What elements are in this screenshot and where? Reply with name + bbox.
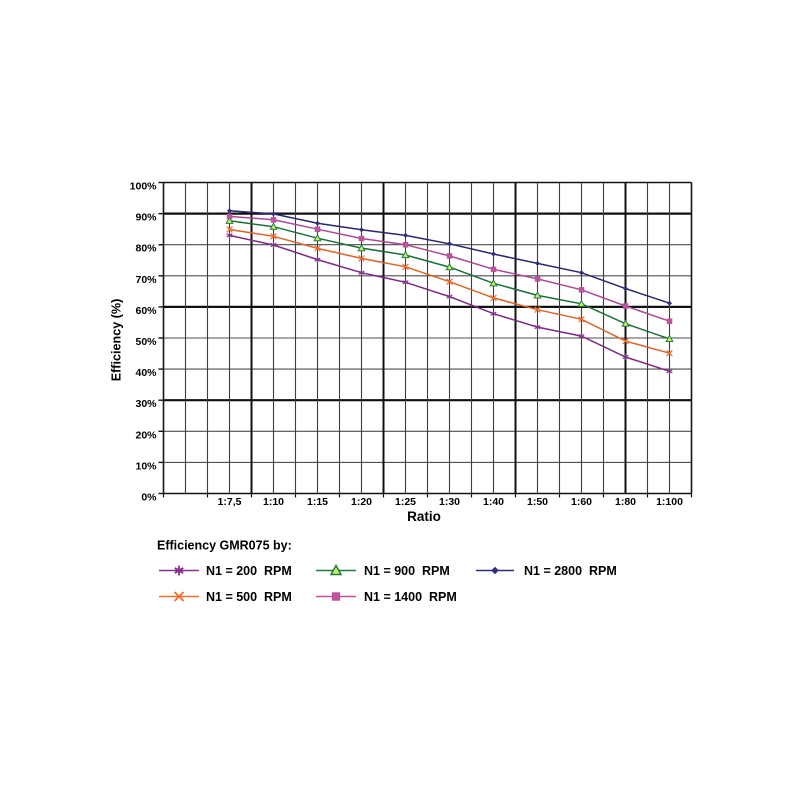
svg-text:N1 = 200 RPM: N1 = 200 RPM — [206, 564, 292, 578]
svg-text:1:80: 1:80 — [615, 496, 636, 508]
svg-text:100%: 100% — [130, 181, 158, 193]
svg-text:N1 = 1400 RPM: N1 = 1400 RPM — [364, 590, 457, 604]
svg-text:N1 = 2800 RPM: N1 = 2800 RPM — [524, 564, 617, 578]
svg-text:1:100: 1:100 — [656, 496, 683, 508]
svg-text:20%: 20% — [135, 429, 157, 441]
svg-text:N1 = 500 RPM: N1 = 500 RPM — [206, 590, 292, 604]
svg-text:1:15: 1:15 — [307, 496, 328, 508]
svg-text:1:25: 1:25 — [395, 496, 416, 508]
svg-text:80%: 80% — [135, 243, 157, 255]
svg-text:1:30: 1:30 — [439, 496, 460, 508]
svg-text:1:40: 1:40 — [483, 496, 504, 508]
svg-text:60%: 60% — [135, 305, 157, 317]
svg-text:Efficiency (%): Efficiency (%) — [110, 299, 124, 382]
svg-text:40%: 40% — [135, 367, 157, 379]
svg-text:50%: 50% — [135, 336, 157, 348]
svg-text:70%: 70% — [135, 274, 157, 286]
svg-text:1:60: 1:60 — [571, 496, 592, 508]
svg-text:Ratio: Ratio — [407, 509, 441, 524]
svg-text:1:50: 1:50 — [527, 496, 548, 508]
svg-text:90%: 90% — [135, 212, 157, 224]
svg-text:1:10: 1:10 — [263, 496, 284, 508]
svg-text:1:20: 1:20 — [351, 496, 372, 508]
svg-text:10%: 10% — [135, 460, 157, 472]
svg-text:1:7,5: 1:7,5 — [218, 496, 242, 508]
svg-text:30%: 30% — [135, 398, 157, 410]
svg-text:N1 = 900 RPM: N1 = 900 RPM — [364, 564, 450, 578]
svg-text:Efficiency GMR075 by:: Efficiency GMR075 by: — [157, 539, 292, 553]
svg-text:0%: 0% — [141, 492, 157, 504]
